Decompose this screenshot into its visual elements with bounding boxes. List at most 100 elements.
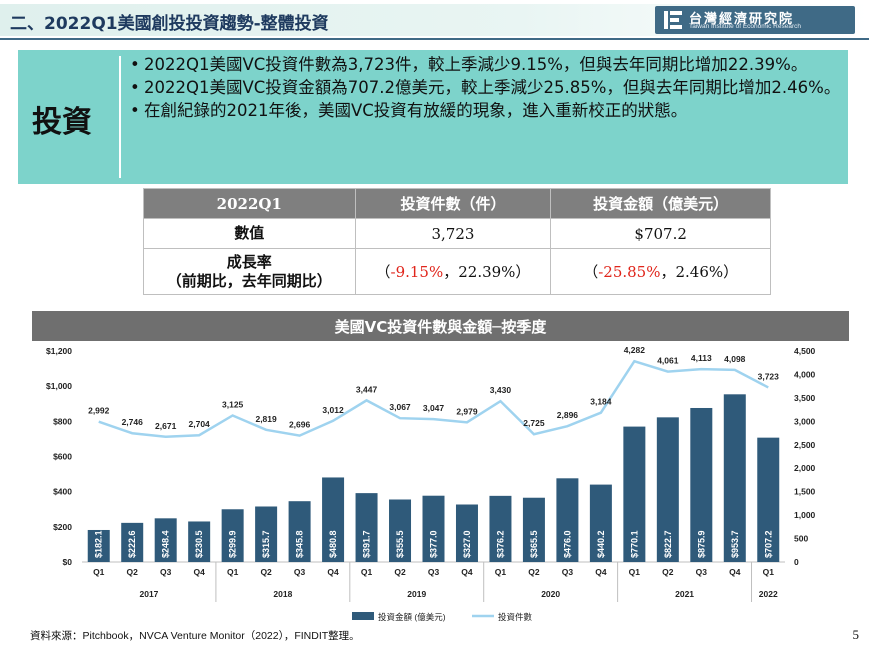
bar-data-label: $230.5 [194,530,204,558]
right-axis-tick-label: 1,500 [794,487,816,497]
bar-data-label: $248.4 [161,530,171,558]
category-tick-label: Q1 [629,567,641,577]
category-tick-label: Q4 [461,567,473,577]
left-axis-tick-label: $200 [53,522,72,532]
category-tick-label: Q2 [394,567,406,577]
bar [221,509,244,562]
source-note: 資料來源：Pitchbook，NVCA Venture Monitor（2022… [30,630,360,642]
category-tick-label: Q1 [495,567,507,577]
amount-growth-qoq: -25.85% [598,263,661,281]
cell-count-value: 3,723 [354,218,552,249]
category-tick-label: Q2 [260,567,272,577]
year-label: 2021 [675,589,694,599]
bar-data-label: $822.7 [663,530,673,558]
investment-summary-box: 投資 2022Q1美國VC投資件數為3,723件，較上季減少9.15%，但與去年… [18,50,848,184]
year-label: 2022 [759,589,778,599]
line-data-label: 2,746 [122,417,144,427]
amount-growth-open: （ [583,263,599,281]
bar [623,426,646,562]
left-axis-tick-label: $600 [53,452,72,462]
bar [322,477,345,562]
summary-bullet: 2022Q1美國VC投資金額為707.2億美元，較上季減少25.85%，但與去年… [130,76,842,99]
legend-bar-swatch [352,612,374,620]
right-axis-tick-label: 4,000 [794,369,816,379]
table-row: 成長率 （前期比，去年同期比） （-9.15%，22.39%） （-25.85%… [143,248,771,295]
right-axis-tick-label: 4,500 [794,346,816,356]
amount-growth-yoy: ，2.46%） [660,263,739,281]
left-axis-tick-label: $1,000 [46,381,72,391]
table-header-period: 2022Q1 [143,188,356,219]
investment-label: 投資 [32,105,92,140]
summary-bullet: 2022Q1美國VC投資件數為3,723件，較上季減少9.15%，但與去年同期比… [130,53,842,76]
bar [690,407,713,562]
year-label: 2017 [139,589,158,599]
bar-data-label: $953.7 [730,530,740,558]
line-data-label: 3,447 [356,384,378,394]
chart-title: 美國VC投資件數與金額─按季度 [334,318,547,336]
count-growth-yoy: ，22.39%） [443,263,531,281]
bar [154,518,177,562]
category-tick-label: Q1 [93,567,105,577]
bar [288,501,311,562]
category-tick-label: Q4 [729,567,741,577]
right-axis-tick-label: 2,000 [794,463,816,473]
category-tick-label: Q3 [696,567,708,577]
table-header-count: 投資件數（件） [354,188,552,219]
cell-count-growth: （-9.15%，22.39%） [354,248,552,295]
line-data-label: 3,430 [490,385,512,395]
cell-amount-growth: （-25.85%，2.46%） [550,248,771,295]
slide-header: 二、2022Q1美國創投投資趨勢-整體投資 台灣經濟研究院 Taiwan Ins… [0,0,869,42]
category-tick-label: Q3 [428,567,440,577]
bar-data-label: $355.5 [395,530,405,558]
cell-amount-value: $707.2 [550,218,771,249]
line-data-label: 2,671 [155,421,177,431]
bar-data-label: $476.0 [562,530,572,558]
bar-data-label: $345.8 [295,530,305,558]
count-line [98,359,769,439]
bar [723,394,746,562]
bar [255,506,278,562]
bar-data-label: $182.1 [94,530,104,558]
year-label: 2018 [273,589,292,599]
left-axis-tick-label: $400 [53,487,72,497]
line-data-label: 4,113 [691,353,712,363]
line-data-label: 2,896 [557,410,579,420]
bar [489,495,512,562]
summary-bullet-list: 2022Q1美國VC投資件數為3,723件，較上季減少9.15%，但與去年同期比… [130,53,842,122]
line-data-label: 2,704 [189,419,211,429]
line-data-label: 2,819 [255,414,277,424]
line-data-label: 3,125 [222,399,244,409]
bar-data-label: $480.8 [328,530,338,558]
category-tick-label: Q1 [227,567,239,577]
bar-data-label: $315.7 [261,530,271,558]
bar [389,499,412,562]
right-axis-tick-label: 1,000 [794,510,816,520]
right-axis-tick-label: 2,500 [794,440,816,450]
category-tick-label: Q2 [662,567,674,577]
bar [656,417,679,562]
count-growth-open: （ [375,263,391,281]
left-axis-tick-label: $800 [53,416,72,426]
category-tick-label: Q4 [595,567,607,577]
bar [556,478,579,562]
bar-data-label: $376.2 [495,530,505,558]
bar-data-label: $875.9 [696,530,706,558]
row-label-growth: 成長率 （前期比，去年同期比） [143,248,356,295]
q1-stats-table: 2022Q1 投資件數（件） 投資金額（億美元） 數值 3,723 $707.2… [143,188,771,295]
category-tick-label: Q4 [327,567,339,577]
bar [355,493,378,562]
table-header-amount: 投資金額（億美元） [550,188,771,219]
bar-data-label: $770.1 [629,530,639,558]
slide-title: 二、2022Q1美國創投投資趨勢-整體投資 [10,14,329,34]
bar [455,504,478,562]
right-axis-tick-label: 3,500 [794,393,816,403]
category-tick-label: Q3 [294,567,306,577]
category-tick-label: Q2 [528,567,540,577]
category-tick-label: Q1 [361,567,373,577]
bar [589,484,612,562]
bar-data-label: $391.7 [362,530,372,558]
chart-svg: $0 $200 $400 $600 $800 $1,000 $1,200 0 500 1,000 1… [46,345,816,622]
line-data-label: 3,067 [389,402,411,412]
year-label: 2020 [541,589,560,599]
line-data-label: 2,696 [289,420,311,430]
